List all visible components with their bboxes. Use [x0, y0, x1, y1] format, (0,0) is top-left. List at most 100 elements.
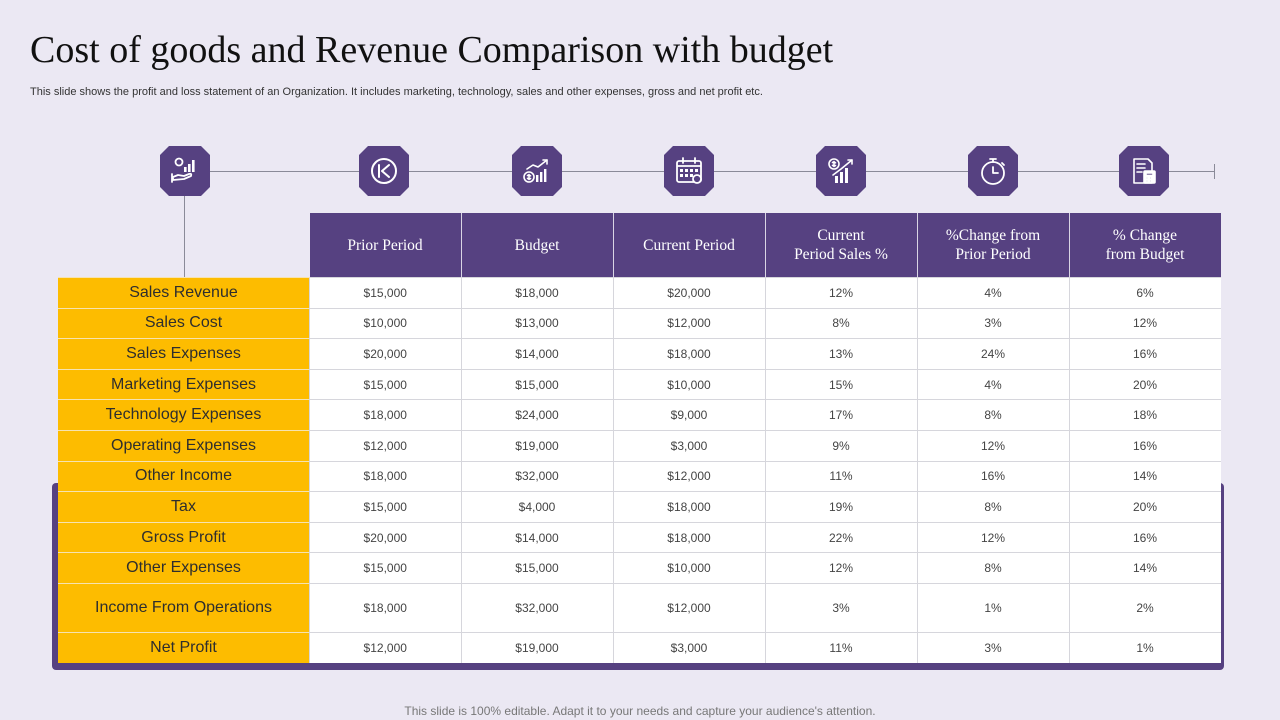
table-cell: 16% — [1068, 338, 1221, 370]
table-cell: 4% — [916, 277, 1069, 309]
table-cell: $32,000 — [460, 460, 613, 492]
table-cell: 8% — [916, 491, 1069, 523]
rewind-icon — [359, 146, 409, 196]
table-cell: $10,000 — [309, 307, 461, 339]
hand-revenue-icon — [160, 146, 210, 196]
table-cell: 16% — [916, 460, 1069, 492]
calendar-icon — [664, 146, 714, 196]
table-cell: $3,000 — [612, 631, 765, 664]
table-cell: 12% — [764, 277, 917, 309]
table-cell: 18% — [1068, 399, 1221, 431]
table-cell: $19,000 — [460, 429, 613, 462]
table-cell: $18,000 — [309, 582, 461, 633]
column-header: Current Period Sales % — [765, 213, 918, 278]
table-cell: $32,000 — [460, 582, 613, 633]
table-cell: $3,000 — [612, 429, 765, 462]
table-cell: 24% — [916, 338, 1069, 370]
table-cell: 2% — [1068, 582, 1221, 633]
table-cell: 19% — [764, 491, 917, 523]
table-cell: 12% — [764, 552, 917, 584]
column-header: Budget — [461, 213, 614, 278]
table-cell: 13% — [764, 338, 917, 370]
table-cell: 15% — [764, 368, 917, 400]
table-row: Gross Profit $20,000 $14,000 $18,000 22% 12% 1… — [58, 521, 1221, 553]
table-cell: 3% — [916, 307, 1069, 339]
table-row: Tax $15,000 $4,000 $18,000 19% 8% 20% — [58, 491, 1221, 523]
row-label: Operating Expenses — [58, 429, 310, 462]
column-header: Prior Period — [309, 213, 462, 278]
table-cell: $15,000 — [309, 277, 461, 309]
table-cell: $18,000 — [309, 460, 461, 492]
table-cell: 3% — [764, 582, 917, 633]
row-label: Sales Revenue — [58, 277, 310, 309]
table-cell: 4% — [916, 368, 1069, 400]
table-cell: 1% — [1068, 631, 1221, 664]
row-label: Marketing Expenses — [58, 368, 310, 400]
table-cell: $10,000 — [612, 368, 765, 400]
table-cell: 11% — [764, 631, 917, 664]
row-label: Net Profit — [58, 631, 310, 664]
table-row: Other Income $18,000 $32,000 $12,000 11% 16% 1… — [58, 460, 1221, 492]
table-cell: 6% — [1068, 277, 1221, 309]
table-cell: $4,000 — [460, 491, 613, 523]
table-cell: $12,000 — [612, 307, 765, 339]
timeline-connector — [184, 172, 185, 280]
table-cell: 14% — [1068, 460, 1221, 492]
table-corner — [58, 213, 310, 278]
table-cell: 20% — [1068, 491, 1221, 523]
table-cell: 8% — [764, 307, 917, 339]
dollar-growth-chart-icon — [512, 146, 562, 196]
row-label: Sales Cost — [58, 307, 310, 339]
table-cell: $20,000 — [309, 338, 461, 370]
dollar-bar-chart-icon — [816, 146, 866, 196]
table-cell: $18,000 — [460, 277, 613, 309]
table-cell: 17% — [764, 399, 917, 431]
table-cell: $20,000 — [309, 521, 461, 553]
table-cell: 14% — [1068, 552, 1221, 584]
table-cell: 11% — [764, 460, 917, 492]
table-cell: 12% — [916, 429, 1069, 462]
table-cell: $10,000 — [612, 552, 765, 584]
row-label: Sales Expenses — [58, 338, 310, 370]
table-cell: 3% — [916, 631, 1069, 664]
table-cell: 22% — [764, 521, 917, 553]
table-cell: $15,000 — [309, 491, 461, 523]
pl-comparison-table: Prior Period Budget Current Period Curre… — [58, 213, 1221, 664]
table-cell: $24,000 — [460, 399, 613, 431]
row-label: Tax — [58, 491, 310, 523]
table-cell: $14,000 — [460, 521, 613, 553]
table-cell: $19,000 — [460, 631, 613, 664]
table-cell: $15,000 — [309, 552, 461, 584]
table-cell: 1% — [916, 582, 1069, 633]
table-row: Other Expenses $15,000 $15,000 $10,000 12% 8%… — [58, 552, 1221, 584]
timeline-end-tick — [1214, 164, 1215, 179]
table-cell: $9,000 — [612, 399, 765, 431]
table-cell: 9% — [764, 429, 917, 462]
table-cell: $18,000 — [612, 491, 765, 523]
slide-subtitle: This slide shows the profit and loss sta… — [30, 86, 763, 98]
table-row: Technology Expenses $18,000 $24,000 $9,000 1… — [58, 399, 1221, 431]
table-body: Sales Revenue $15,000 $18,000 $20,000 12% 4% 6… — [58, 277, 1221, 664]
table-cell: $20,000 — [612, 277, 765, 309]
table-cell: 16% — [1068, 521, 1221, 553]
column-header: Current Period — [613, 213, 766, 278]
table-cell: $12,000 — [612, 582, 765, 633]
table-cell: $15,000 — [460, 368, 613, 400]
table-cell: $12,000 — [612, 460, 765, 492]
stopwatch-icon — [968, 146, 1018, 196]
table-cell: $15,000 — [309, 368, 461, 400]
table-row: Operating Expenses $12,000 $19,000 $3,000 9%… — [58, 429, 1221, 462]
table-row: Marketing Expenses $15,000 $15,000 $10,000 1… — [58, 368, 1221, 400]
table-cell: 8% — [916, 552, 1069, 584]
row-label: Gross Profit — [58, 521, 310, 553]
table-row: Net Profit $12,000 $19,000 $3,000 11% 3% 1% — [58, 631, 1221, 664]
table-cell: 12% — [1068, 307, 1221, 339]
table-cell: 8% — [916, 399, 1069, 431]
table-cell: $14,000 — [460, 338, 613, 370]
table-row: Income From Operations $18,000 $32,000 $12,… — [58, 582, 1221, 633]
column-header: % Change from Budget — [1069, 213, 1221, 278]
table-cell: $12,000 — [309, 429, 461, 462]
table-cell: 16% — [1068, 429, 1221, 462]
slide-footer: This slide is 100% editable. Adapt it to… — [404, 704, 876, 718]
row-label: Other Expenses — [58, 552, 310, 584]
